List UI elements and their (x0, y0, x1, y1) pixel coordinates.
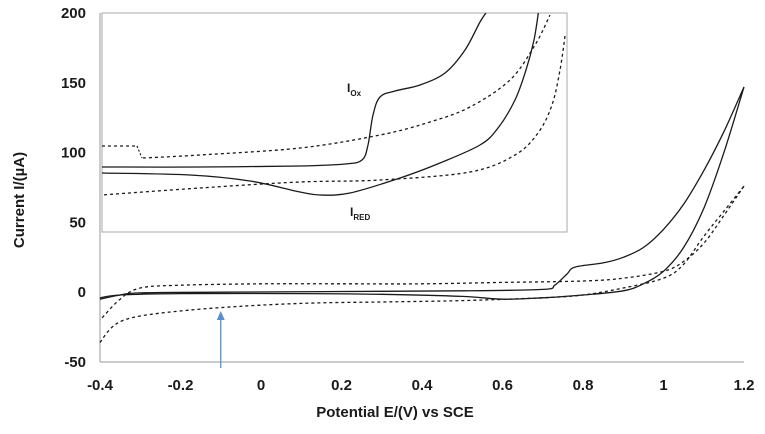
inset-solid-reverse (102, 13, 539, 196)
x-tick-label: 0.4 (412, 377, 434, 394)
y-tick-label: 0 (78, 284, 86, 301)
y-tick-label: 200 (61, 5, 86, 22)
y-tick-label: -50 (64, 354, 86, 371)
series-solid-forward (99, 86, 745, 300)
inset-solid-forward (102, 13, 487, 168)
inset-label-sub: RED (353, 213, 370, 222)
inset-frame (101, 12, 568, 233)
inset-label-main: I (347, 81, 350, 95)
axes (99, 13, 744, 363)
x-tick-label: 0.2 (331, 377, 352, 394)
data-series (99, 86, 745, 343)
y-tick-label: 50 (69, 214, 86, 231)
inset-label-ox: IOx (347, 81, 362, 98)
x-tick-label: 0.8 (573, 377, 594, 394)
x-tick-label: 0 (257, 377, 265, 394)
y-axis-title: Current I/(µA) (11, 152, 28, 248)
x-tick-label: -0.4 (87, 377, 114, 394)
x-tick-label: 1.2 (734, 377, 755, 394)
inset-label-main: I (350, 205, 353, 219)
inset-curves (102, 13, 566, 196)
x-tick-label: 1 (659, 377, 667, 394)
inset-dashed-reverse (102, 35, 566, 196)
x-axis-title: Potential E/(V) vs SCE (316, 404, 474, 421)
tick-labels: -0.4 -0.2 0 0.2 0.4 0.6 0.8 1 1.2 -50 0 50 100 150 200 (61, 5, 754, 394)
annotation-arrow-head (216, 311, 225, 320)
series-dashed-reverse (99, 185, 745, 321)
x-tick-label: -0.2 (168, 377, 194, 394)
y-tick-label: 100 (61, 145, 86, 162)
inset-label-sub: Ox (350, 89, 361, 98)
x-tick-label: 0.6 (492, 377, 513, 394)
annotations (216, 311, 225, 368)
series-dashed-forward (99, 185, 745, 343)
y-tick-label: 150 (61, 75, 86, 92)
inset-label-red: IRED (350, 205, 370, 222)
